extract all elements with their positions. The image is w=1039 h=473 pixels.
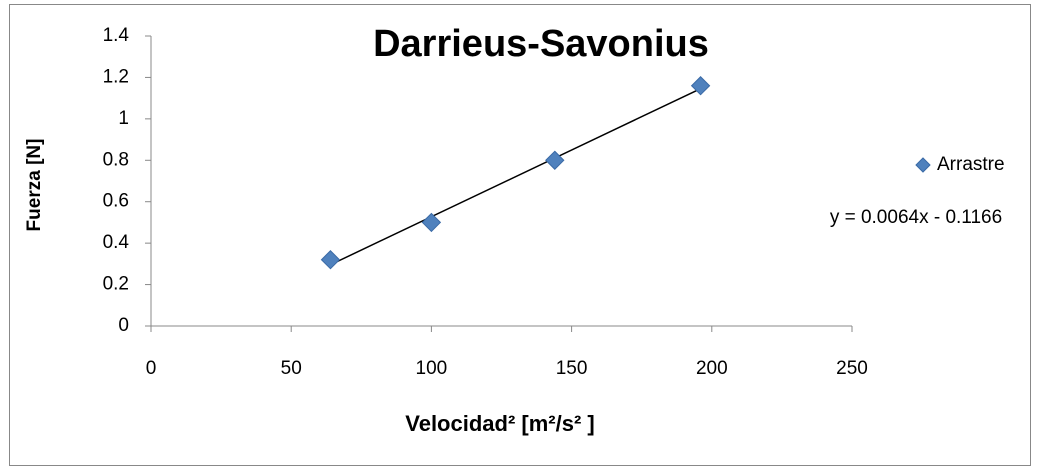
legend-label: Arrastre <box>937 154 1005 175</box>
y-tick-label: 0.8 <box>103 149 129 170</box>
y-tick-label: 0.6 <box>103 191 129 212</box>
data-point <box>690 76 711 96</box>
x-tick-label: 50 <box>281 358 302 379</box>
chart-title: Darrieus-Savonius <box>373 23 709 65</box>
x-tick-label: 100 <box>416 358 448 379</box>
y-axis-label: Fuerza [N] <box>24 139 45 232</box>
trendline-equation: y = 0.0064x - 0.1166 <box>830 207 1002 228</box>
y-tick-label: 0.4 <box>103 232 130 253</box>
y-tick-label: 0.2 <box>103 274 129 295</box>
y-tick-label: 0 <box>118 315 129 336</box>
x-tick-label: 200 <box>696 358 728 379</box>
data-point <box>421 212 442 233</box>
data-point <box>320 250 341 270</box>
y-tick-label: 1.2 <box>103 66 129 87</box>
x-axis-label: Velocidad² [m²/s² ] <box>405 411 594 436</box>
legend-marker <box>915 157 931 173</box>
chart-frame <box>9 4 1031 466</box>
x-tick-label: 150 <box>556 358 588 379</box>
trendline <box>330 87 701 266</box>
x-tick-label: 250 <box>836 358 868 379</box>
y-tick-label: 1 <box>118 108 129 129</box>
data-point <box>545 150 565 170</box>
x-tick-label: 0 <box>146 358 157 379</box>
y-tick-label: 1.4 <box>103 25 130 46</box>
